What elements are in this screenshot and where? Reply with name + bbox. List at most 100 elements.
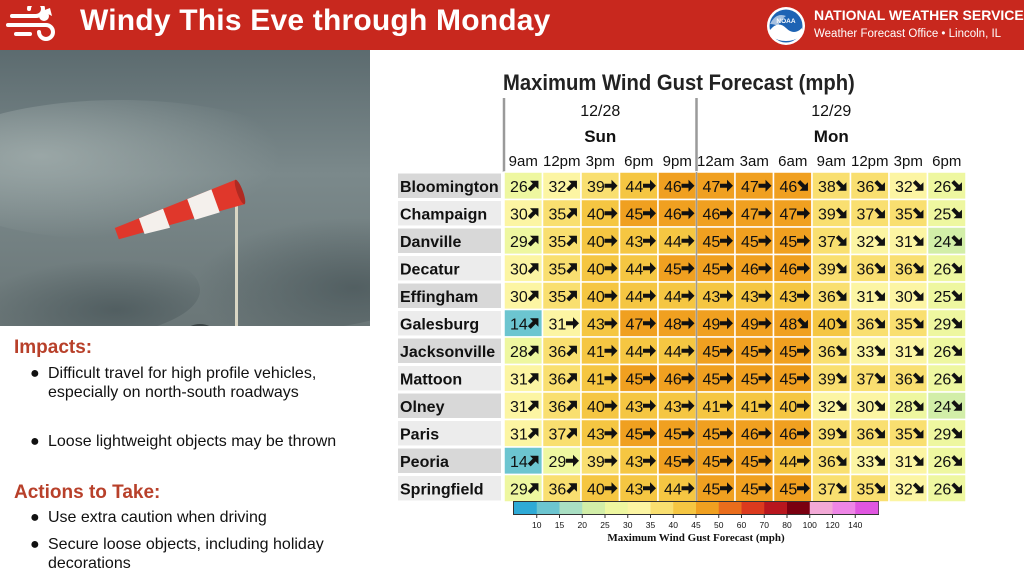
wind-direction-arrow bbox=[797, 289, 810, 302]
colorbar-bin bbox=[809, 502, 833, 514]
gust-value: 32 bbox=[857, 234, 875, 251]
gust-value: 41 bbox=[587, 344, 605, 361]
wind-direction-arrow bbox=[797, 454, 810, 467]
gust-value: 26 bbox=[934, 179, 952, 196]
wind-direction-arrow bbox=[912, 262, 924, 274]
wind-direction-arrow bbox=[527, 483, 539, 494]
gust-value: 29 bbox=[934, 316, 952, 333]
gust-value: 32 bbox=[895, 481, 913, 498]
wind-direction-arrow bbox=[874, 262, 885, 274]
wind-direction-arrow bbox=[681, 317, 695, 330]
gust-value: 36 bbox=[895, 261, 913, 278]
gust-value: 43 bbox=[587, 426, 605, 443]
actions-heading: Actions to Take: bbox=[14, 482, 161, 503]
gust-value: 30 bbox=[895, 289, 913, 306]
gust-value: 45 bbox=[703, 344, 721, 361]
colorbar-tick-label: 70 bbox=[760, 520, 770, 530]
wind-direction-arrow bbox=[566, 235, 577, 247]
wind-direction-arrow bbox=[681, 482, 695, 495]
gust-value: 45 bbox=[780, 371, 798, 388]
wind-direction-arrow bbox=[566, 290, 577, 302]
wind-direction-arrow bbox=[527, 235, 539, 247]
wind-direction-arrow bbox=[951, 372, 962, 384]
gust-value: 26 bbox=[934, 371, 952, 388]
time-label: 9am bbox=[817, 153, 846, 170]
wind-direction-arrow bbox=[681, 207, 695, 220]
gust-value: 35 bbox=[895, 316, 913, 333]
gust-value: 24 bbox=[934, 399, 952, 416]
colorbar-bin bbox=[832, 502, 856, 514]
gust-value: 45 bbox=[780, 481, 798, 498]
location-label: Paris bbox=[400, 426, 439, 443]
gust-value: 45 bbox=[703, 454, 721, 471]
wind-direction-arrow bbox=[681, 427, 695, 440]
gust-value: 36 bbox=[895, 371, 913, 388]
wind-direction-arrow bbox=[758, 262, 772, 275]
gust-value: 43 bbox=[626, 481, 644, 498]
colorbar-tick-label: 35 bbox=[646, 520, 656, 530]
gust-value: 46 bbox=[780, 426, 798, 443]
wind-direction-arrow bbox=[681, 454, 695, 467]
wind-direction-arrow bbox=[835, 372, 847, 384]
gust-value: 36 bbox=[549, 399, 567, 416]
gust-value: 46 bbox=[664, 179, 682, 196]
wind-direction-arrow bbox=[951, 262, 962, 274]
gust-value: 39 bbox=[818, 206, 836, 223]
wind-direction-arrow bbox=[951, 427, 962, 439]
wind-direction-arrow bbox=[912, 345, 924, 356]
wind-direction-arrow bbox=[912, 372, 924, 384]
wind-direction-arrow bbox=[874, 290, 885, 301]
wind-direction-arrow bbox=[912, 455, 924, 466]
gust-value: 45 bbox=[626, 206, 644, 223]
gust-value: 36 bbox=[549, 344, 567, 361]
gust-value: 47 bbox=[741, 206, 759, 223]
location-label: Mattoon bbox=[400, 371, 462, 388]
wind-direction-arrow bbox=[643, 399, 656, 412]
location-label-bg bbox=[398, 311, 501, 336]
gust-value: 44 bbox=[626, 261, 644, 278]
gust-value: 25 bbox=[934, 206, 952, 223]
gust-cell bbox=[657, 253, 698, 283]
colorbar-tick-label: 40 bbox=[669, 520, 679, 530]
gust-value: 32 bbox=[818, 399, 836, 416]
gust-value: 45 bbox=[780, 234, 798, 251]
wind-direction-arrow bbox=[835, 317, 847, 329]
location-label: Decatur bbox=[400, 261, 460, 278]
gust-value: 36 bbox=[549, 481, 567, 498]
gust-value: 39 bbox=[818, 261, 836, 278]
wind-direction-arrow bbox=[797, 317, 808, 329]
wind-direction-arrow bbox=[912, 427, 924, 439]
wind-direction-arrow bbox=[720, 399, 733, 412]
colorbar-bin bbox=[787, 502, 811, 514]
time-label: 12pm bbox=[851, 153, 889, 170]
time-label: 9am bbox=[509, 153, 538, 170]
wind-direction-arrow bbox=[912, 317, 924, 329]
wind-direction-arrow bbox=[527, 290, 539, 302]
time-label: 6am bbox=[778, 153, 807, 170]
gust-value: 41 bbox=[587, 371, 605, 388]
gust-value: 45 bbox=[780, 344, 798, 361]
gust-value: 37 bbox=[857, 371, 875, 388]
time-label: 3pm bbox=[894, 153, 923, 170]
gust-value: 44 bbox=[780, 454, 798, 471]
gust-value: 32 bbox=[895, 179, 913, 196]
gust-value: 41 bbox=[741, 399, 759, 416]
gust-value: 45 bbox=[703, 481, 721, 498]
noaa-logo-text: NOAA bbox=[776, 18, 795, 25]
wind-direction-arrow bbox=[681, 262, 695, 275]
gust-value: 45 bbox=[741, 454, 759, 471]
gust-value: 40 bbox=[587, 234, 605, 251]
wind-direction-arrow bbox=[527, 263, 539, 274]
gust-value: 39 bbox=[818, 426, 836, 443]
gust-cell bbox=[811, 418, 852, 448]
wind-direction-arrow bbox=[720, 317, 733, 330]
gust-value: 40 bbox=[587, 261, 605, 278]
gust-value: 43 bbox=[626, 454, 644, 471]
gust-value: 36 bbox=[818, 454, 836, 471]
wind-direction-arrow bbox=[527, 180, 539, 192]
wind-direction-arrow bbox=[604, 179, 618, 192]
gust-value: 24 bbox=[934, 234, 952, 251]
wind-direction-arrow bbox=[874, 372, 885, 384]
gust-value: 46 bbox=[741, 261, 759, 278]
location-label-bg bbox=[398, 338, 501, 363]
